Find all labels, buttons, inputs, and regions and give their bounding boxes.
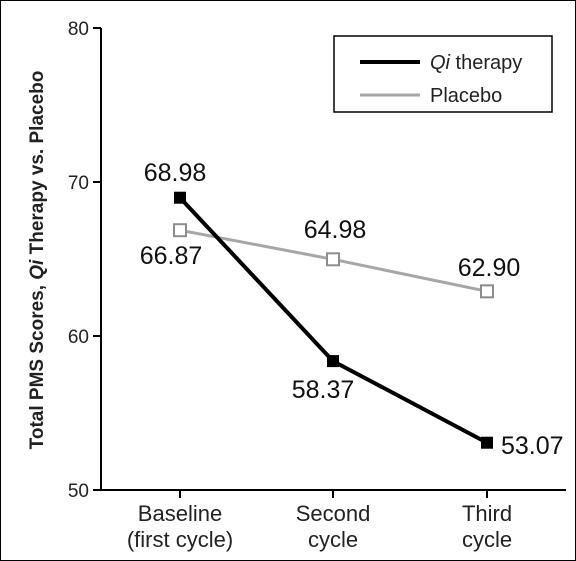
placebo-point [173,223,187,238]
qi-therapy-data-label: 68.98 [144,159,207,187]
y-tick-label: 80 [68,19,89,40]
y-axis-label: Total PMS Scores, Qi Therapy vs. Placebo [27,71,48,450]
x-tick-label: (first cycle) [127,527,233,552]
qi-therapy-point [327,355,339,368]
qi-therapy-point [174,191,186,204]
legend-box [333,35,553,113]
placebo-data-label: 62.90 [458,254,521,282]
legend-qi-italic: Qi [430,52,451,74]
x-tick-label: cycle [308,527,358,552]
y-axis-label-italic: Qi [27,259,48,280]
placebo-data-label: 64.98 [304,216,367,244]
y-tick-label: 60 [68,327,89,348]
x-tick-label: Second [296,501,371,526]
data-labels: 68.98 58.37 53.07 66.87 64.98 62.90 [140,159,564,460]
qi-therapy-data-label: 53.07 [501,432,564,460]
legend: Qi therapy Placebo [333,35,553,113]
legend-qi-rest: therapy [450,52,522,74]
placebo-point [326,252,340,267]
qi-therapy-data-label: 58.37 [292,376,355,404]
placebo-data-label: 66.87 [140,242,203,270]
series-layer [173,191,494,449]
x-tick-label: Third [462,501,512,526]
y-tick-label: 70 [68,173,89,194]
placebo-point [480,284,494,299]
qi-therapy-point [481,436,493,449]
legend-qi-label: Qi therapy [430,52,522,74]
y-axis-label-part: Total PMS Scores, [27,280,48,450]
x-tick-label: Baseline [138,501,222,526]
y-axis-label-part: Therapy vs. Placebo [27,71,48,260]
y-tick-label: 50 [68,481,89,502]
x-tick-label: cycle [462,527,512,552]
legend-placebo-label: Placebo [430,85,502,107]
